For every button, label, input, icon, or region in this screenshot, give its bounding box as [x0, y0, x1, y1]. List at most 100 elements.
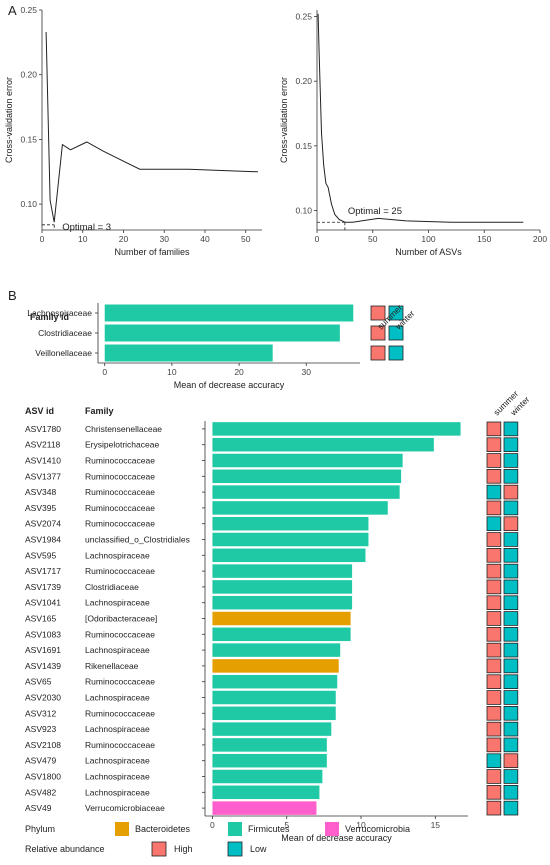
asv-id-label: ASV312 [25, 708, 56, 718]
asv-id-label: ASV1377 [25, 471, 61, 481]
winter-abundance-tile [388, 325, 404, 341]
bar [212, 801, 317, 815]
summer-abundance-tile [486, 769, 502, 784]
winter-abundance-tile [503, 579, 519, 595]
bar [212, 627, 351, 642]
winter-abundance-tile [503, 737, 519, 753]
family-label: Ruminococcaceae [85, 487, 155, 497]
asv-id-label: ASV1410 [25, 456, 61, 466]
summer-abundance-tile [486, 721, 502, 737]
family-label: Ruminococcaceae [85, 471, 155, 481]
winter-abundance-tile [503, 595, 519, 610]
y-tick-label: 0.20 [295, 76, 312, 86]
winter-abundance-tile [503, 563, 519, 579]
winter-abundance-tile [503, 721, 519, 737]
summer-abundance-tile [486, 658, 502, 674]
summer-abundance-tile [486, 642, 502, 658]
bar [212, 659, 339, 673]
phylum-legend-title: Phylum [25, 824, 55, 834]
legend: Phylum Bacteroidetes Firmicutes Verrucomicr… [25, 822, 410, 857]
bar [212, 643, 341, 657]
x-tick-label: 0 [315, 234, 320, 244]
x-axis-title: Number of families [114, 247, 190, 257]
summer-abundance-tile [486, 611, 502, 626]
winter-abundance-tile [503, 421, 519, 437]
summer-abundance-tile [370, 305, 386, 321]
optimal-annotation: Optimal = 3 [62, 222, 111, 233]
phylum-legend-label: Bacteroidetes [135, 824, 191, 834]
x-tick-label: 40 [200, 234, 210, 244]
bar [212, 611, 351, 626]
family-label: Rikenellaceae [85, 661, 139, 671]
x-tick-label: 30 [302, 367, 312, 377]
y-axis-title: Cross-validation error [279, 77, 289, 163]
asv-id-label: ASV395 [25, 503, 56, 513]
winter-abundance-tile [503, 769, 519, 784]
family-label: Lachnospiraceae [85, 756, 150, 766]
abundance-swatch [227, 841, 243, 857]
summer-abundance-tile [486, 468, 502, 484]
chart-asv-importance: ASV1780 Christensenellaceae ASV2118 Erysipe… [25, 389, 532, 843]
family-label: Ruminococcaceae [85, 629, 155, 639]
x-tick-label: 15 [431, 820, 441, 830]
family-label: Lachnospiraceae [85, 787, 150, 797]
family-label: Lachnospiraceae [85, 772, 150, 782]
bar [212, 532, 369, 547]
bar [212, 516, 369, 531]
winter-abundance-tile [388, 305, 404, 321]
bar [212, 706, 336, 721]
winter-abundance-tile [503, 468, 519, 484]
summer-abundance-tile [370, 325, 386, 341]
asv-id-label: ASV2030 [25, 693, 61, 703]
x-axis-title: Mean of decrease accuracy [174, 380, 285, 390]
family-label: Clostridiaceae [85, 582, 139, 592]
winter-abundance-tile [503, 785, 519, 800]
phylum-legend-label: Verrucomicrobia [345, 824, 410, 834]
family-label: Lachnospiraceae [85, 724, 150, 734]
winter-abundance-tile [503, 753, 519, 768]
asv-id-label: ASV1041 [25, 598, 61, 608]
x-axis-title: Mean of decrease accuracy [281, 833, 392, 843]
family-header: Family [85, 406, 114, 416]
summer-abundance-tile [486, 737, 502, 753]
summer-abundance-tile [486, 595, 502, 610]
y-tick-label: 0.10 [295, 206, 312, 216]
x-tick-label: 30 [159, 234, 169, 244]
y-tick-label: 0.10 [20, 199, 37, 209]
chart-cv-families: 0.10 0.15 0.20 0.25 0 10 20 30 40 50 Number of fam… [4, 5, 262, 257]
x-tick-label: 50 [241, 234, 251, 244]
summer-abundance-tile [486, 437, 502, 452]
family-label: Ruminococcaceae [85, 566, 155, 576]
winter-abundance-tile [503, 548, 519, 563]
asv-id-label: ASV348 [25, 487, 56, 497]
x-tick-label: 0 [210, 820, 215, 830]
asv-id-label: ASV1691 [25, 645, 61, 655]
family-label: Veillonellaceae [35, 348, 92, 358]
summer-abundance-tile [486, 800, 502, 816]
optimal-annotation: Optimal = 25 [348, 206, 402, 217]
summer-abundance-tile [486, 674, 502, 689]
bar [212, 738, 327, 752]
y-tick-label: 0.15 [20, 134, 37, 144]
bar [212, 453, 403, 468]
bar [212, 485, 400, 499]
family-id-header: Family id [30, 312, 69, 322]
asv-id-label: ASV479 [25, 756, 56, 766]
phylum-swatch [115, 822, 129, 836]
summer-abundance-tile [486, 579, 502, 595]
family-label: Lachnospiraceae [27, 308, 92, 318]
summer-abundance-tile [486, 627, 502, 642]
x-tick-label: 0 [102, 367, 107, 377]
y-tick-label: 0.20 [20, 70, 37, 80]
asv-id-label: ASV595 [25, 550, 56, 560]
summer-abundance-tile [486, 563, 502, 579]
summer-abundance-tile [486, 753, 502, 768]
abundance-legend-title: Relative abundance [25, 844, 105, 854]
bar [104, 324, 340, 342]
bar [212, 469, 402, 484]
family-label: Lachnospiraceae [85, 598, 150, 608]
winter-abundance-tile [503, 627, 519, 642]
winter-abundance-tile [503, 437, 519, 452]
winter-abundance-tile [503, 658, 519, 674]
